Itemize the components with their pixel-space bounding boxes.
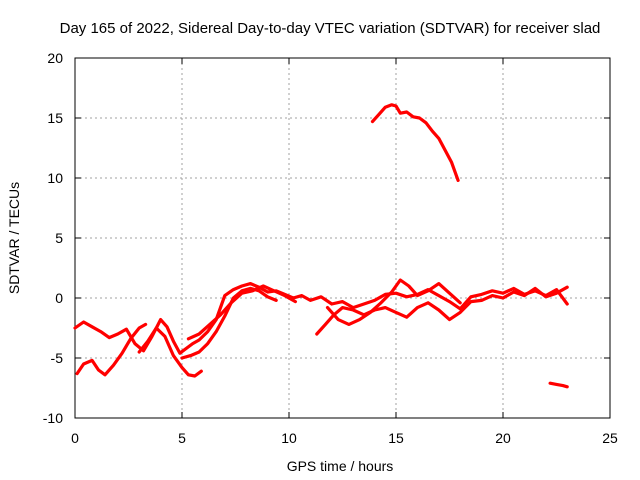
series-track-9 (548, 381, 569, 389)
chart-title: Day 165 of 2022, Sidereal Day-to-day VTE… (60, 20, 601, 37)
series-track-8 (370, 103, 460, 182)
x-tick-label: 5 (178, 430, 186, 446)
y-tick-label: 20 (47, 50, 63, 66)
tick-labels: 0 5 10 15 20 25 -10 -5 0 5 10 15 20 (43, 50, 618, 446)
x-tick-label: 25 (602, 430, 618, 446)
series-track-5 (186, 284, 297, 341)
plot-frame (74, 57, 611, 419)
y-tick-label: 10 (47, 170, 63, 186)
grid (74, 57, 611, 419)
y-axis-label: SDTVAR / TECUs (6, 182, 22, 294)
y-tick-label: 0 (55, 290, 63, 306)
series-track-1 (73, 282, 569, 355)
series-track-2 (75, 322, 148, 377)
x-tick-label: 10 (281, 430, 297, 446)
x-axis-label: GPS time / hours (287, 458, 394, 474)
series-track-3 (137, 326, 203, 378)
y-tick-label: -5 (51, 350, 64, 366)
y-tick-label: 5 (55, 230, 63, 246)
x-tick-label: 0 (71, 430, 79, 446)
series-track-7 (325, 278, 462, 326)
series-track-4 (180, 286, 278, 360)
x-tick-label: 20 (495, 430, 511, 446)
x-tick-label: 15 (388, 430, 404, 446)
y-tick-label: -10 (43, 410, 63, 426)
data-series (73, 103, 569, 389)
y-tick-label: 15 (47, 110, 63, 126)
series-track-6 (315, 285, 569, 336)
